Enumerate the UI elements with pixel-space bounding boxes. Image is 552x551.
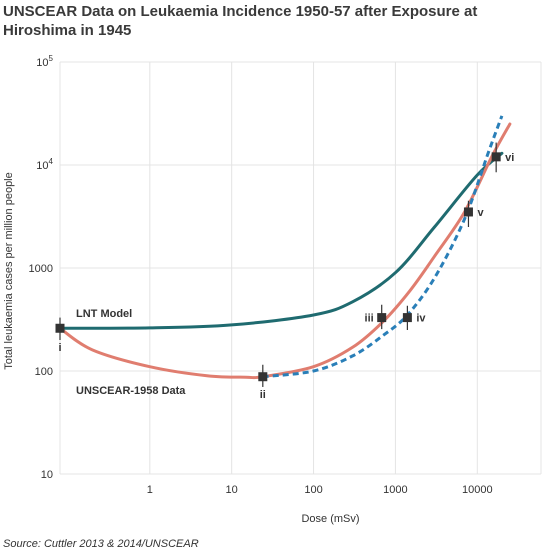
x-tick-label: 10000 [462, 484, 493, 496]
x-tick-label: 1 [147, 484, 153, 496]
data-point-marker [377, 313, 387, 323]
data-point-marker [55, 323, 65, 333]
data-point-label: v [477, 207, 484, 219]
y-tick-label: 105 [36, 54, 53, 69]
data-point-label: i [58, 342, 61, 354]
data-point-label: iv [416, 313, 426, 325]
data-point-marker [491, 152, 501, 162]
data-point-marker [402, 313, 412, 323]
dashed-fit-line [262, 115, 504, 379]
x-tick-label: 100 [304, 484, 322, 496]
unscear-1958-label: UNSCEAR-1958 Data [76, 385, 186, 397]
y-tick-label: 1000 [29, 263, 53, 275]
x-tick-label: 1000 [383, 484, 407, 496]
y-tick-label: 100 [35, 366, 53, 378]
data-point-marker [463, 207, 473, 217]
y-tick-label: 104 [36, 157, 53, 172]
source-note: Source: Cuttler 2013 & 2014/UNSCEAR [3, 538, 199, 550]
data-point-marker [258, 372, 268, 382]
unscear-1958-line [58, 122, 512, 380]
lnt-model-label: LNT Model [76, 308, 132, 320]
chart-title: UNSCEAR Data on Leukaemia Incidence 1950… [3, 3, 478, 39]
data-point-label: iii [365, 313, 374, 325]
x-axis-label: Dose (mSv) [301, 513, 359, 525]
y-axis-label: Total leukaemia cases per million people [3, 172, 15, 370]
data-point-label: ii [260, 389, 266, 401]
y-tick-label: 10 [41, 469, 53, 481]
lnt-model-line [58, 151, 504, 330]
data-point-label: vi [505, 152, 514, 164]
x-tick-label: 10 [226, 484, 238, 496]
